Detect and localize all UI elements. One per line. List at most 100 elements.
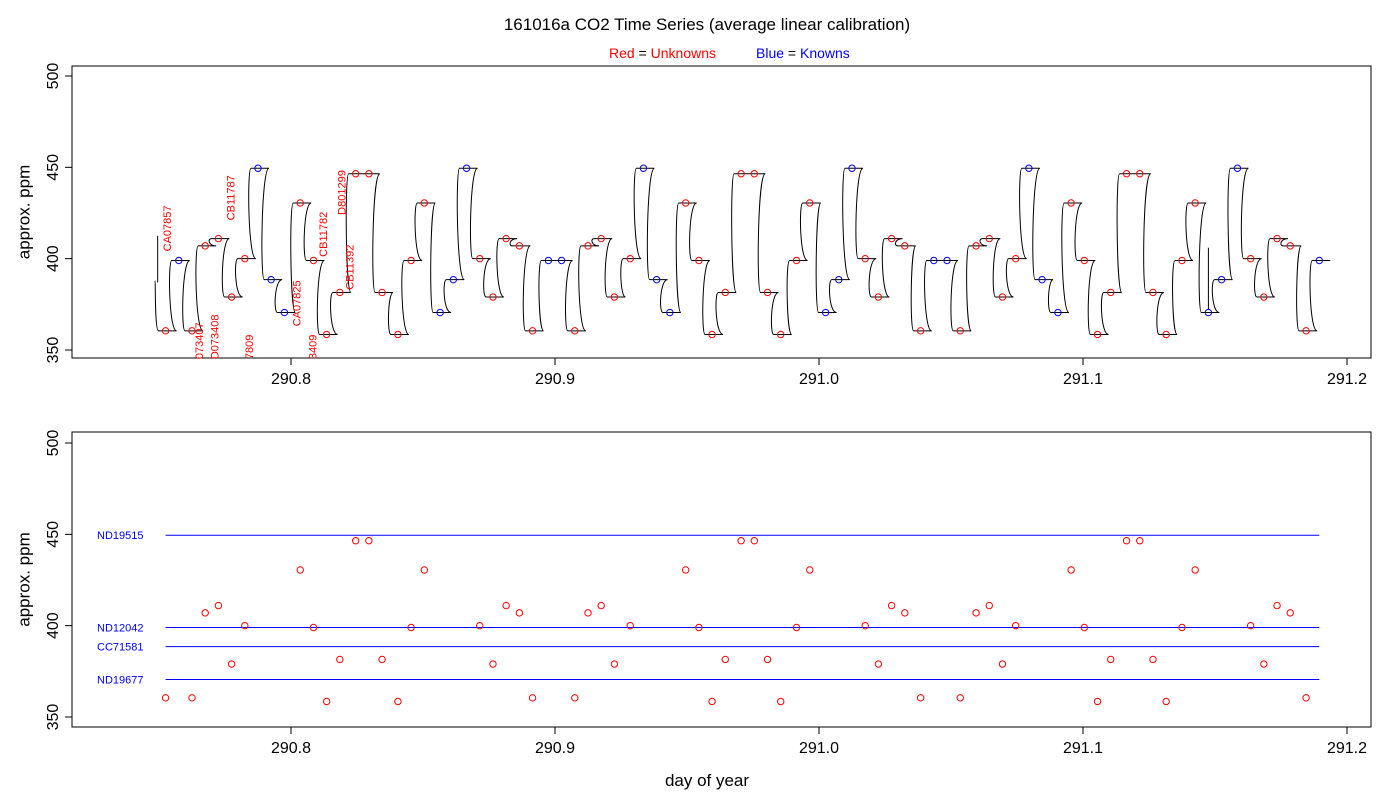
- unknown-point: [1107, 288, 1115, 297]
- known-point: [462, 164, 471, 172]
- bottom-x-tick-label: 291.2: [1327, 740, 1367, 757]
- unknown-point: [365, 537, 373, 545]
- unknown-point: [241, 254, 249, 263]
- known-point: [1233, 164, 1242, 172]
- unknown-point: [309, 623, 318, 632]
- known-point: [280, 308, 289, 317]
- legend-unknowns: Red = Unknowns: [609, 45, 716, 61]
- unknown-point: [214, 601, 223, 610]
- known-point: [436, 308, 444, 317]
- legend-unknowns-label: Unknowns: [651, 45, 716, 61]
- unknown-point: [1286, 242, 1294, 250]
- unknown-point: [1191, 566, 1199, 574]
- known-point: [1025, 164, 1033, 172]
- known-point: [1315, 256, 1323, 265]
- unknown-point: [1178, 623, 1186, 632]
- known-point: [821, 308, 830, 317]
- unknown-point: [571, 327, 579, 335]
- unknown-point: [528, 327, 537, 335]
- unknown-point: [322, 697, 331, 706]
- unknown-point: [708, 697, 716, 706]
- legend-knowns-prefix: Blue: [756, 45, 784, 61]
- unknown-point: [584, 242, 592, 250]
- x-axis-label: day of year: [665, 771, 749, 790]
- unknown-point: [1302, 327, 1310, 335]
- unknown-point: [528, 694, 537, 702]
- unknown-point: [972, 609, 980, 617]
- unknown-point: [626, 254, 634, 263]
- unknown-point: [407, 623, 415, 632]
- unknown-point: [777, 330, 785, 339]
- unknown-point: [1011, 254, 1020, 263]
- unknown-point: [476, 254, 484, 263]
- unknown-point: [681, 199, 690, 207]
- unknown-point: [309, 256, 318, 265]
- unknown-point: [901, 242, 909, 250]
- known-point: [1217, 275, 1226, 284]
- unknown-point: [296, 566, 304, 574]
- top-panel: 290.8 290.9 291.0 291.1 291.2 350 400 450 500 app…: [14, 63, 1372, 388]
- top-y-tick-label: 500: [45, 63, 62, 90]
- top-y-tick-label: 450: [45, 154, 62, 181]
- unknown-point: [998, 293, 1007, 301]
- legend-knowns: Blue = Knowns: [756, 45, 850, 61]
- unknown-point: [750, 170, 759, 178]
- unknown-point: [1286, 609, 1294, 617]
- sample-label: 7809: [244, 335, 256, 359]
- unknown-point: [763, 655, 772, 664]
- unknown-point: [874, 293, 883, 301]
- top-x-tick-label: 290.8: [271, 371, 311, 388]
- unknown-point: [394, 697, 402, 706]
- unknown-point: [515, 609, 524, 617]
- unknown-point: [792, 623, 801, 632]
- legend-unknowns-eq: =: [635, 45, 651, 61]
- unknown-point: [351, 537, 360, 545]
- top-x-tick-label: 291.2: [1327, 371, 1367, 388]
- unknown-point: [887, 234, 896, 243]
- bottom-x-tick-label: 290.8: [271, 740, 311, 757]
- unknown-point: [721, 288, 729, 297]
- known-point: [930, 256, 938, 265]
- unknown-point: [1080, 623, 1089, 632]
- known-point: [254, 164, 262, 172]
- unknown-point: [161, 327, 170, 335]
- sample-label: D073408: [210, 314, 222, 359]
- known-point: [1054, 308, 1062, 317]
- unknown-point: [874, 660, 883, 668]
- unknown-point: [1122, 170, 1131, 178]
- legend-unknowns-prefix: Red: [609, 45, 635, 61]
- sample-label: CB11787: [226, 175, 238, 220]
- known-point: [835, 275, 843, 284]
- bottom-y-tick-label: 500: [45, 430, 62, 457]
- unknown-point: [1162, 697, 1170, 706]
- unknown-point: [1191, 199, 1199, 207]
- unknown-point: [1246, 621, 1255, 630]
- unknown-point: [998, 660, 1007, 668]
- unknown-point: [916, 327, 925, 335]
- top-x-tick-label: 290.9: [535, 371, 575, 388]
- unknown-point: [515, 242, 524, 250]
- unknown-point: [296, 199, 304, 207]
- unknown-point: [1246, 254, 1255, 263]
- unknown-point: [1260, 293, 1268, 301]
- unknown-point: [201, 609, 209, 617]
- unknown-point: [571, 694, 579, 702]
- unknown-point: [1149, 288, 1157, 297]
- known-point: [1038, 275, 1046, 284]
- unknown-point: [1011, 621, 1020, 630]
- reference-line-label: ND12042: [97, 622, 143, 634]
- known-point: [639, 164, 648, 172]
- unknown-point: [1067, 199, 1075, 207]
- unknown-point: [378, 655, 386, 664]
- bottom-x-tick-label: 291.1: [1063, 740, 1103, 757]
- reference-line-label: CC71581: [97, 642, 143, 654]
- chart-title: 161016a CO2 Time Series (average linear …: [504, 15, 910, 34]
- unknown-point: [597, 601, 605, 610]
- top-y-tick-label: 400: [45, 245, 62, 272]
- unknown-point: [806, 199, 814, 207]
- unknown-point: [336, 655, 344, 664]
- unknown-point: [188, 694, 196, 702]
- unknown-point: [1067, 566, 1075, 574]
- unknown-point: [956, 327, 964, 335]
